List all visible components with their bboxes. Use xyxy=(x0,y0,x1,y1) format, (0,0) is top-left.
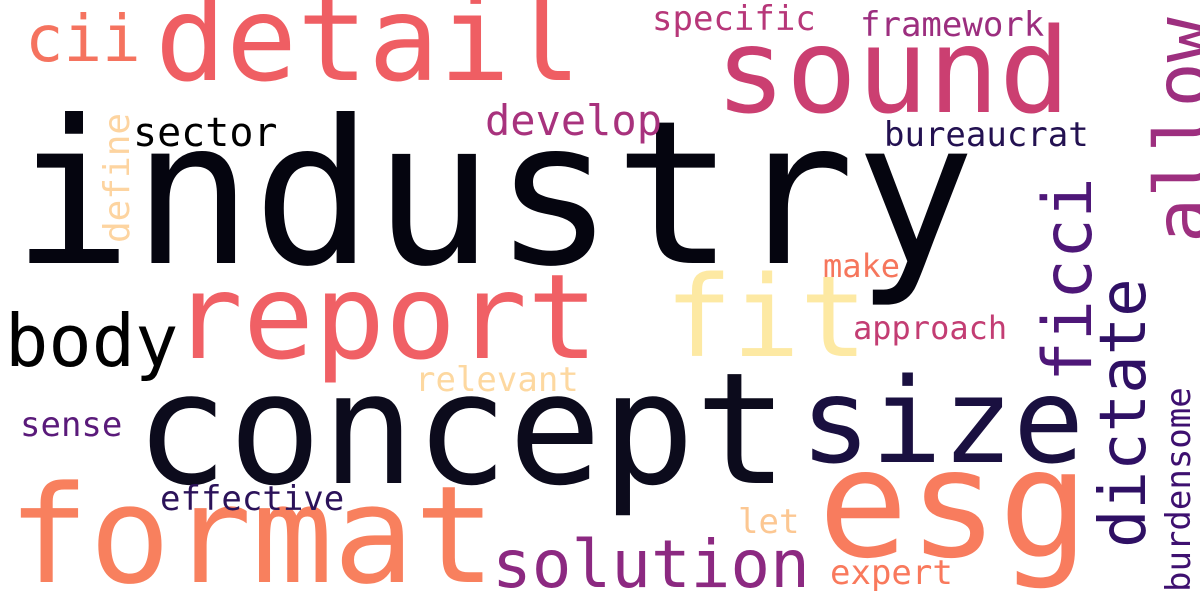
word-specific: specific xyxy=(652,0,816,39)
word-report: report xyxy=(172,248,599,386)
word-dictate: dictate xyxy=(1087,278,1161,548)
word-sense: sense xyxy=(20,405,123,445)
word-approach: approach xyxy=(853,309,1008,347)
word-allow: allow xyxy=(1138,17,1200,243)
word-size: size xyxy=(800,352,1085,490)
word-sector: sector xyxy=(133,110,278,156)
word-define: define xyxy=(97,112,138,243)
word-bureaucrat: bureaucrat xyxy=(884,115,1089,155)
word-relevant: relevant xyxy=(415,360,579,400)
word-develop: develop xyxy=(485,96,663,145)
word-expert: expert xyxy=(830,553,953,593)
word-framework: framework xyxy=(860,5,1045,45)
word-esg: esg xyxy=(818,418,1089,592)
word-let: let xyxy=(738,502,800,542)
word-industry: industry xyxy=(12,78,976,311)
word-solution: solution xyxy=(492,526,810,600)
word-effective: effective xyxy=(160,479,345,519)
word-body: body xyxy=(5,299,179,383)
word-cii: cii xyxy=(25,3,141,77)
word-concept: concept xyxy=(135,339,789,520)
word-fit: fit xyxy=(665,253,868,383)
word-make: make xyxy=(823,247,901,285)
word-burdensome: burdensome xyxy=(1159,387,1199,592)
word-format: format xyxy=(8,457,496,600)
word-sound: sound xyxy=(715,2,1071,140)
word-detail: detail xyxy=(155,0,582,108)
